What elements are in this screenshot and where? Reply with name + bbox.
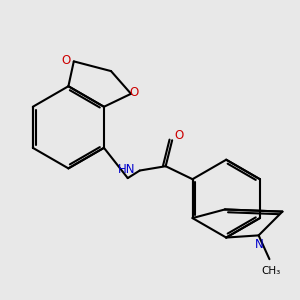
Text: O: O xyxy=(130,86,139,99)
Text: O: O xyxy=(174,129,183,142)
Text: O: O xyxy=(61,54,71,67)
Text: N: N xyxy=(255,238,264,250)
Text: HN: HN xyxy=(118,163,135,176)
Text: CH₃: CH₃ xyxy=(261,266,280,276)
